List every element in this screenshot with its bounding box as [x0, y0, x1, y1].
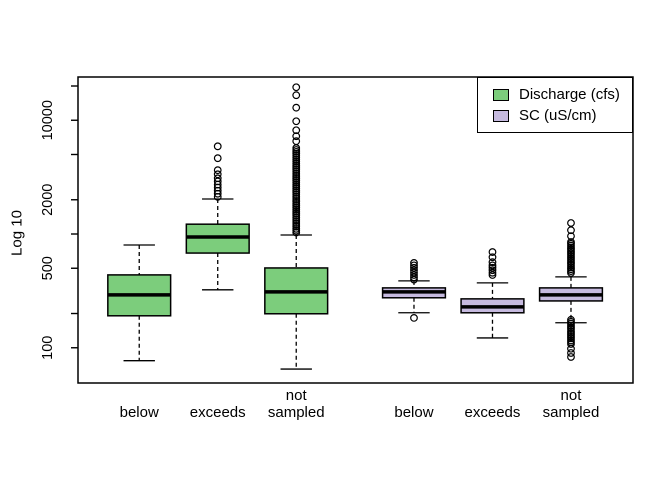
outlier-point: [292, 137, 301, 146]
x-category-label: not: [561, 387, 583, 404]
outlier-point: [488, 266, 497, 275]
legend-item-discharge: Discharge (cfs): [493, 87, 632, 102]
outlier-point: [213, 189, 222, 198]
outlier-point: [292, 228, 301, 237]
outlier-point: [292, 126, 301, 135]
outlier-point: [488, 253, 497, 262]
outlier-point: [567, 269, 575, 277]
outlier-point: [410, 261, 418, 270]
outlier-point: [292, 91, 301, 100]
outlier-point: [410, 275, 418, 284]
outlier-point: [488, 258, 497, 267]
boxplot-not-sampled: [538, 219, 604, 361]
outlier-point: [213, 192, 222, 201]
outlier-point: [410, 314, 418, 322]
outlier-point: [292, 117, 301, 126]
legend: Discharge (cfs) SC (uS/cm): [477, 77, 633, 133]
outlier-point: [567, 344, 575, 353]
boxplot-below: [381, 259, 447, 322]
x-category-label: sampled: [543, 404, 600, 421]
outlier-point: [292, 83, 301, 92]
outlier-point: [410, 271, 418, 279]
outlier-point: [410, 273, 418, 282]
outlier-point: [488, 268, 497, 277]
outlier-point: [292, 103, 301, 112]
legend-swatch-sc-icon: [493, 109, 509, 122]
x-category-label: below: [120, 404, 159, 421]
outlier-point: [567, 353, 575, 361]
x-category-label: below: [394, 404, 433, 421]
y-tick-label: 10000: [40, 100, 56, 140]
outlier-point: [410, 263, 418, 272]
legend-label-discharge: Discharge (cfs): [519, 86, 620, 103]
boxplots: [107, 83, 604, 370]
y-axis: 100 500 2000 10000: [40, 85, 78, 360]
outlier-point: [292, 132, 301, 141]
x-category-label: exceeds: [465, 404, 521, 421]
outlier-point: [567, 349, 575, 357]
plot-frame: [77, 76, 634, 384]
x-category-label: not: [286, 387, 308, 404]
outlier-point: [213, 154, 222, 163]
outlier-point: [488, 271, 497, 279]
legend-label-sc: SC (uS/cm): [519, 107, 597, 124]
outlier-point: [567, 334, 575, 343]
legend-item-sc: SC (uS/cm): [493, 108, 632, 123]
outlier-point: [410, 259, 418, 267]
boxplot-exceeds: [460, 248, 525, 339]
outlier-point: [213, 166, 222, 175]
boxplot-not-sampled: [264, 83, 329, 370]
outlier-point: [292, 222, 301, 231]
legend-swatch-discharge-icon: [493, 88, 509, 101]
outlier-point: [567, 226, 575, 235]
outlier-point: [488, 263, 497, 272]
y-axis-title: Log 10: [8, 210, 26, 256]
x-category-label: sampled: [268, 404, 325, 421]
outlier-point: [567, 232, 575, 241]
boxplot-below: [107, 244, 172, 362]
outlier-point: [567, 340, 575, 348]
y-tick-label: 100: [40, 336, 56, 360]
boxplot-exceeds: [185, 142, 250, 291]
outlier-point: [213, 142, 222, 151]
y-tick-label: 2000: [40, 184, 56, 216]
outlier-point: [567, 219, 575, 227]
y-tick-label: 500: [40, 256, 56, 280]
x-category-label: exceeds: [190, 404, 246, 421]
outlier-point: [488, 261, 497, 270]
outlier-point: [488, 248, 497, 256]
